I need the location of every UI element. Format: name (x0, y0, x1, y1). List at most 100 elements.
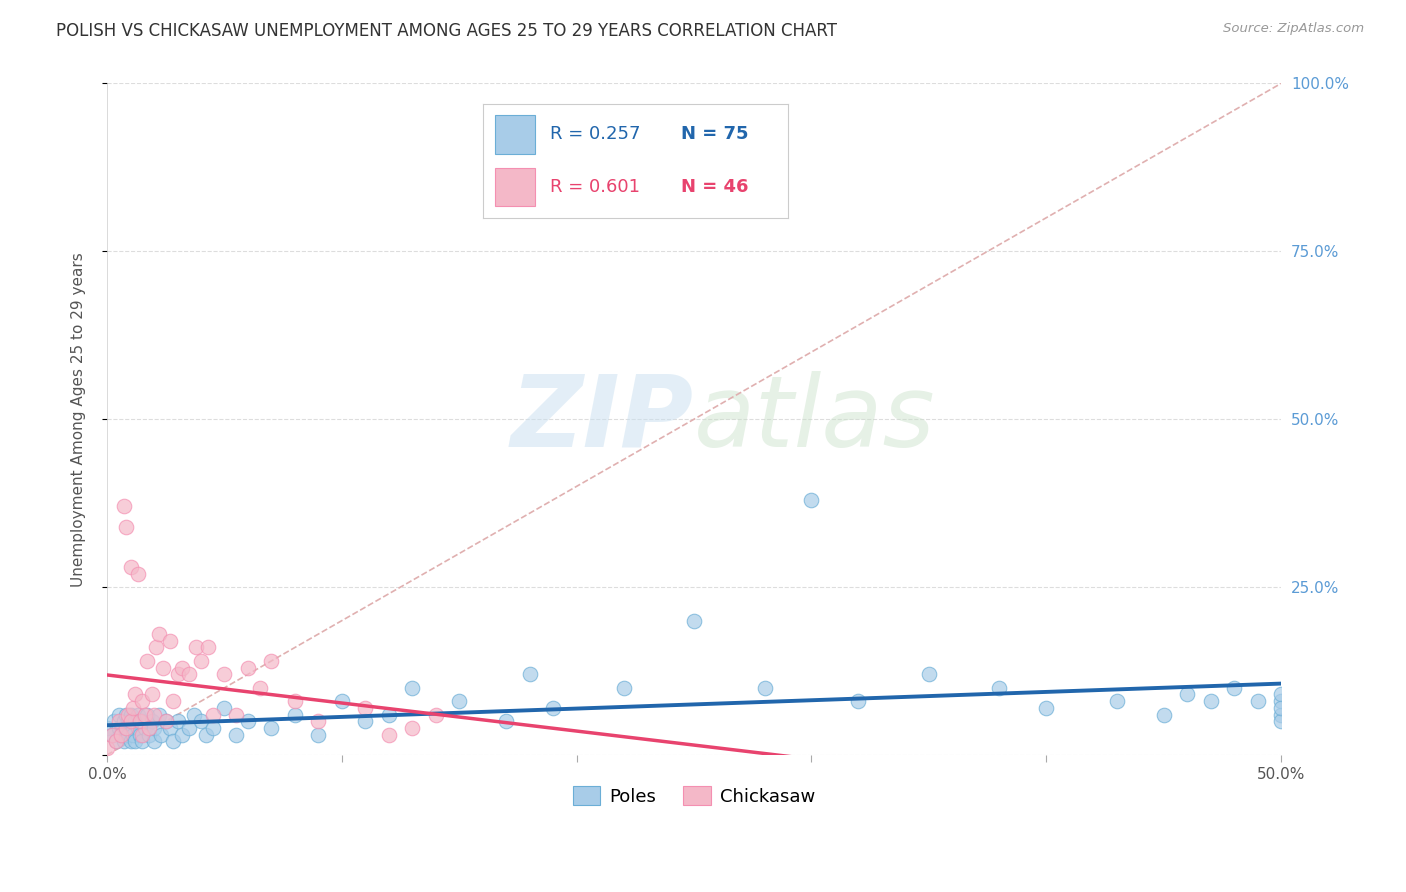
Point (190, 654, 212, 668)
Point (127, 707, 149, 722)
Point (201, 721, 224, 735)
Text: ZIP: ZIP (512, 371, 695, 467)
Point (190, 714, 212, 729)
Point (117, 714, 139, 729)
Point (260, 654, 283, 668)
Point (236, 714, 259, 729)
Point (401, 681, 423, 695)
Point (112, 500, 135, 514)
Point (141, 688, 163, 702)
Point (683, 614, 706, 628)
Point (172, 728, 194, 742)
Point (138, 721, 160, 735)
Point (1270, 701, 1292, 715)
Point (172, 660, 194, 674)
Point (519, 667, 541, 681)
Point (150, 728, 173, 742)
Point (143, 721, 166, 735)
Point (1035, 701, 1057, 715)
Point (120, 734, 142, 748)
Point (112, 714, 135, 729)
Point (284, 694, 307, 708)
Point (103, 714, 125, 729)
Point (179, 721, 201, 735)
Point (1175, 688, 1198, 702)
Point (378, 728, 401, 742)
Point (155, 714, 177, 729)
Point (401, 721, 423, 735)
Point (145, 640, 167, 655)
Point (129, 714, 152, 729)
Point (1246, 694, 1268, 708)
Point (1105, 694, 1128, 708)
Point (186, 640, 208, 655)
Point (988, 681, 1011, 695)
Point (108, 714, 131, 729)
Point (108, 707, 131, 722)
Text: atlas: atlas (695, 371, 936, 467)
Point (194, 728, 217, 742)
Point (197, 640, 219, 655)
Point (183, 707, 205, 722)
Point (115, 721, 138, 735)
Point (117, 707, 139, 722)
Point (122, 728, 145, 742)
Point (120, 707, 142, 722)
Point (131, 714, 153, 729)
Point (136, 707, 159, 722)
Point (284, 707, 307, 722)
Point (131, 694, 153, 708)
Point (214, 667, 236, 681)
Point (162, 694, 184, 708)
Point (225, 707, 247, 722)
Point (134, 721, 156, 735)
Point (105, 734, 128, 748)
Point (159, 633, 181, 648)
Point (122, 721, 145, 735)
Point (96, 741, 118, 756)
Point (141, 714, 163, 729)
Point (1153, 707, 1175, 722)
Point (112, 734, 135, 748)
Point (117, 728, 139, 742)
Point (96, 721, 118, 735)
Point (918, 667, 941, 681)
Point (129, 728, 152, 742)
Point (307, 728, 329, 742)
Point (613, 681, 636, 695)
Point (159, 721, 181, 735)
Point (120, 714, 142, 729)
Point (495, 714, 517, 729)
Point (115, 519, 138, 533)
Point (148, 627, 170, 641)
Point (105, 734, 128, 748)
Point (110, 728, 132, 742)
Point (1270, 688, 1292, 702)
Point (166, 714, 188, 729)
Point (134, 707, 156, 722)
Point (136, 654, 159, 668)
Point (1223, 681, 1246, 695)
Point (143, 707, 166, 722)
Point (1270, 694, 1292, 708)
Y-axis label: Unemployment Among Ages 25 to 29 years: Unemployment Among Ages 25 to 29 years (72, 252, 86, 587)
Point (127, 721, 149, 735)
Point (378, 707, 401, 722)
Text: Source: ZipAtlas.com: Source: ZipAtlas.com (1223, 22, 1364, 36)
Point (449, 694, 471, 708)
Text: POLISH VS CHICKASAW UNEMPLOYMENT AMONG AGES 25 TO 29 YEARS CORRELATION CHART: POLISH VS CHICKASAW UNEMPLOYMENT AMONG A… (56, 22, 837, 40)
Point (166, 667, 188, 681)
Point (100, 728, 122, 742)
Point (124, 714, 146, 729)
Point (848, 694, 870, 708)
Point (122, 701, 145, 715)
Point (138, 728, 160, 742)
Point (236, 660, 259, 674)
Point (127, 566, 149, 581)
Point (143, 734, 166, 748)
Point (115, 707, 138, 722)
Point (354, 714, 377, 729)
Point (1199, 694, 1222, 708)
Point (214, 701, 236, 715)
Point (249, 681, 271, 695)
